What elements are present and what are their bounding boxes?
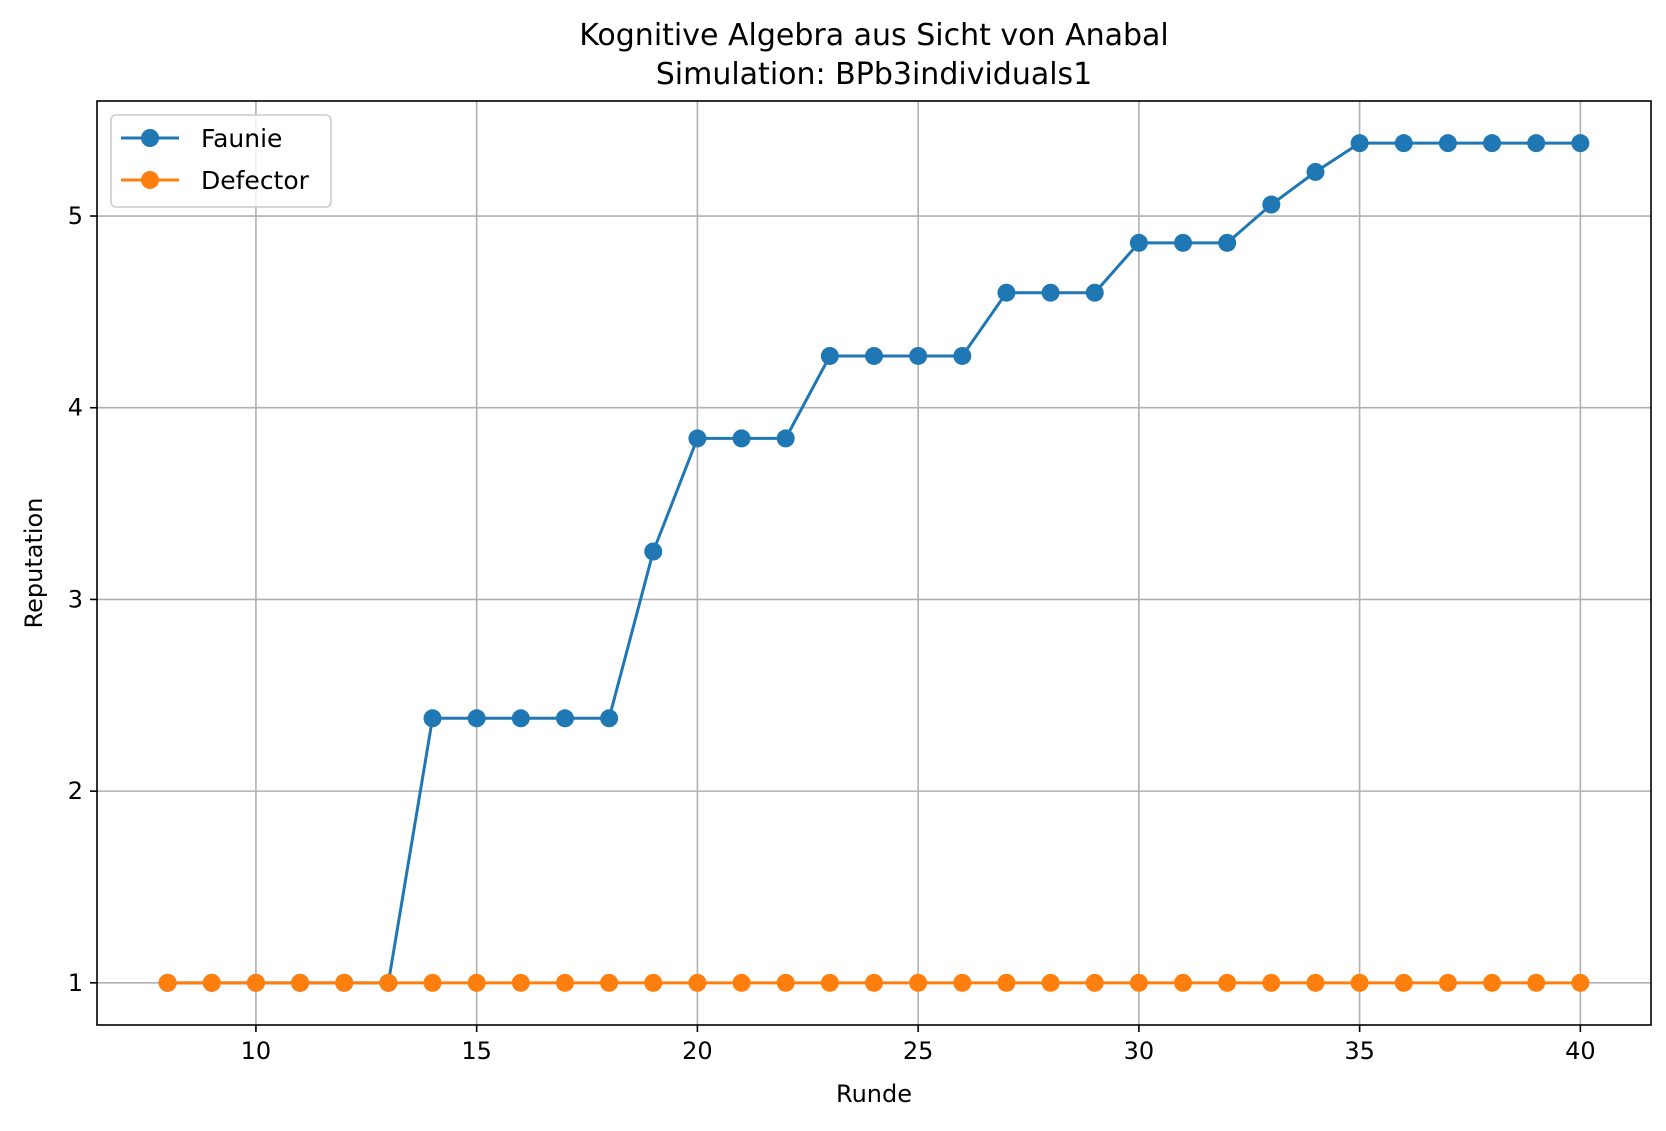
faunie-point	[423, 709, 442, 728]
defector-point	[909, 973, 928, 992]
defector-point	[1085, 973, 1104, 992]
x-tick-label: 35	[1344, 1037, 1375, 1065]
legend-swatch-marker	[141, 171, 159, 189]
faunie-point	[953, 346, 972, 365]
ticks: 10 15 20 25 30 35 40 1 2 3 4 5	[68, 202, 1596, 1065]
x-tick-label: 25	[903, 1037, 934, 1065]
chart-subtitle: Simulation: BPb3individuals1	[656, 57, 1093, 92]
faunie-point	[909, 346, 928, 365]
faunie-point	[732, 429, 751, 448]
y-tick-label: 4	[68, 394, 83, 422]
defector-point	[1527, 973, 1546, 992]
defector-point	[1483, 973, 1502, 992]
legend: Faunie Defector	[110, 114, 332, 208]
defector-point	[1041, 973, 1060, 992]
legend-label: Faunie	[201, 124, 282, 153]
defector-point	[820, 973, 839, 992]
y-tick-label: 5	[68, 202, 83, 230]
defector-point	[997, 973, 1016, 992]
faunie-point	[1218, 233, 1237, 252]
faunie-point	[1394, 134, 1413, 153]
faunie-point	[1262, 195, 1281, 214]
legend-item-defector: Defector	[121, 166, 310, 195]
faunie-point	[688, 429, 707, 448]
legend-label: Defector	[201, 166, 310, 195]
x-tick-label: 40	[1565, 1037, 1596, 1065]
defector-point	[1571, 973, 1590, 992]
defector-point	[600, 973, 619, 992]
series-defector	[158, 973, 1590, 992]
faunie-point	[1350, 134, 1369, 153]
y-tick-label: 2	[68, 777, 83, 805]
faunie-point	[865, 346, 883, 365]
faunie-point	[820, 346, 839, 365]
faunie-point	[1174, 233, 1193, 252]
faunie-point	[555, 709, 574, 728]
defector-point	[776, 973, 795, 992]
defector-point	[511, 973, 530, 992]
x-tick-label: 20	[682, 1037, 713, 1065]
defector-point	[1350, 973, 1369, 992]
x-tick-label: 10	[241, 1037, 272, 1065]
faunie-point	[1527, 134, 1546, 153]
legend-swatch-marker	[141, 129, 159, 147]
y-tick-label: 3	[68, 585, 83, 613]
defector-point	[644, 973, 663, 992]
defector-point	[732, 973, 751, 992]
faunie-point	[600, 709, 619, 728]
defector-point	[1262, 973, 1281, 992]
defector-point	[1174, 973, 1193, 992]
legend-item-faunie: Faunie	[121, 124, 282, 153]
defector-point	[202, 973, 221, 992]
defector-point	[953, 973, 972, 992]
faunie-point	[467, 709, 486, 728]
chart-title: Kognitive Algebra aus Sicht von Anabal	[579, 18, 1169, 53]
defector-point	[688, 973, 707, 992]
defector-point	[246, 973, 265, 992]
defector-point	[865, 973, 883, 992]
defector-point	[158, 973, 177, 992]
x-tick-label: 30	[1124, 1037, 1155, 1065]
series-group	[158, 134, 1590, 992]
faunie-point	[1085, 283, 1104, 302]
defector-point	[423, 973, 442, 992]
faunie-point	[644, 542, 663, 561]
faunie-point	[1438, 134, 1457, 153]
x-axis-label: Runde	[836, 1080, 912, 1108]
defector-point	[1306, 973, 1325, 992]
faunie-point	[1306, 162, 1325, 181]
defector-point	[1218, 973, 1237, 992]
y-axis-label: Reputation	[20, 498, 48, 629]
faunie-point	[511, 709, 530, 728]
defector-point	[1394, 973, 1413, 992]
defector-point	[467, 973, 486, 992]
defector-point	[1438, 973, 1457, 992]
faunie-point	[776, 429, 795, 448]
defector-point	[291, 973, 310, 992]
x-tick-label: 15	[461, 1037, 492, 1065]
faunie-point	[1483, 134, 1502, 153]
defector-point	[335, 973, 354, 992]
defector-point	[1129, 973, 1148, 992]
y-tick-label: 1	[68, 969, 83, 997]
faunie-point	[1041, 283, 1060, 302]
faunie-point	[997, 283, 1016, 302]
defector-point	[555, 973, 574, 992]
plot-frame	[96, 100, 1652, 1026]
faunie-point	[1129, 233, 1148, 252]
defector-point	[379, 973, 398, 992]
faunie-point	[1571, 134, 1590, 153]
